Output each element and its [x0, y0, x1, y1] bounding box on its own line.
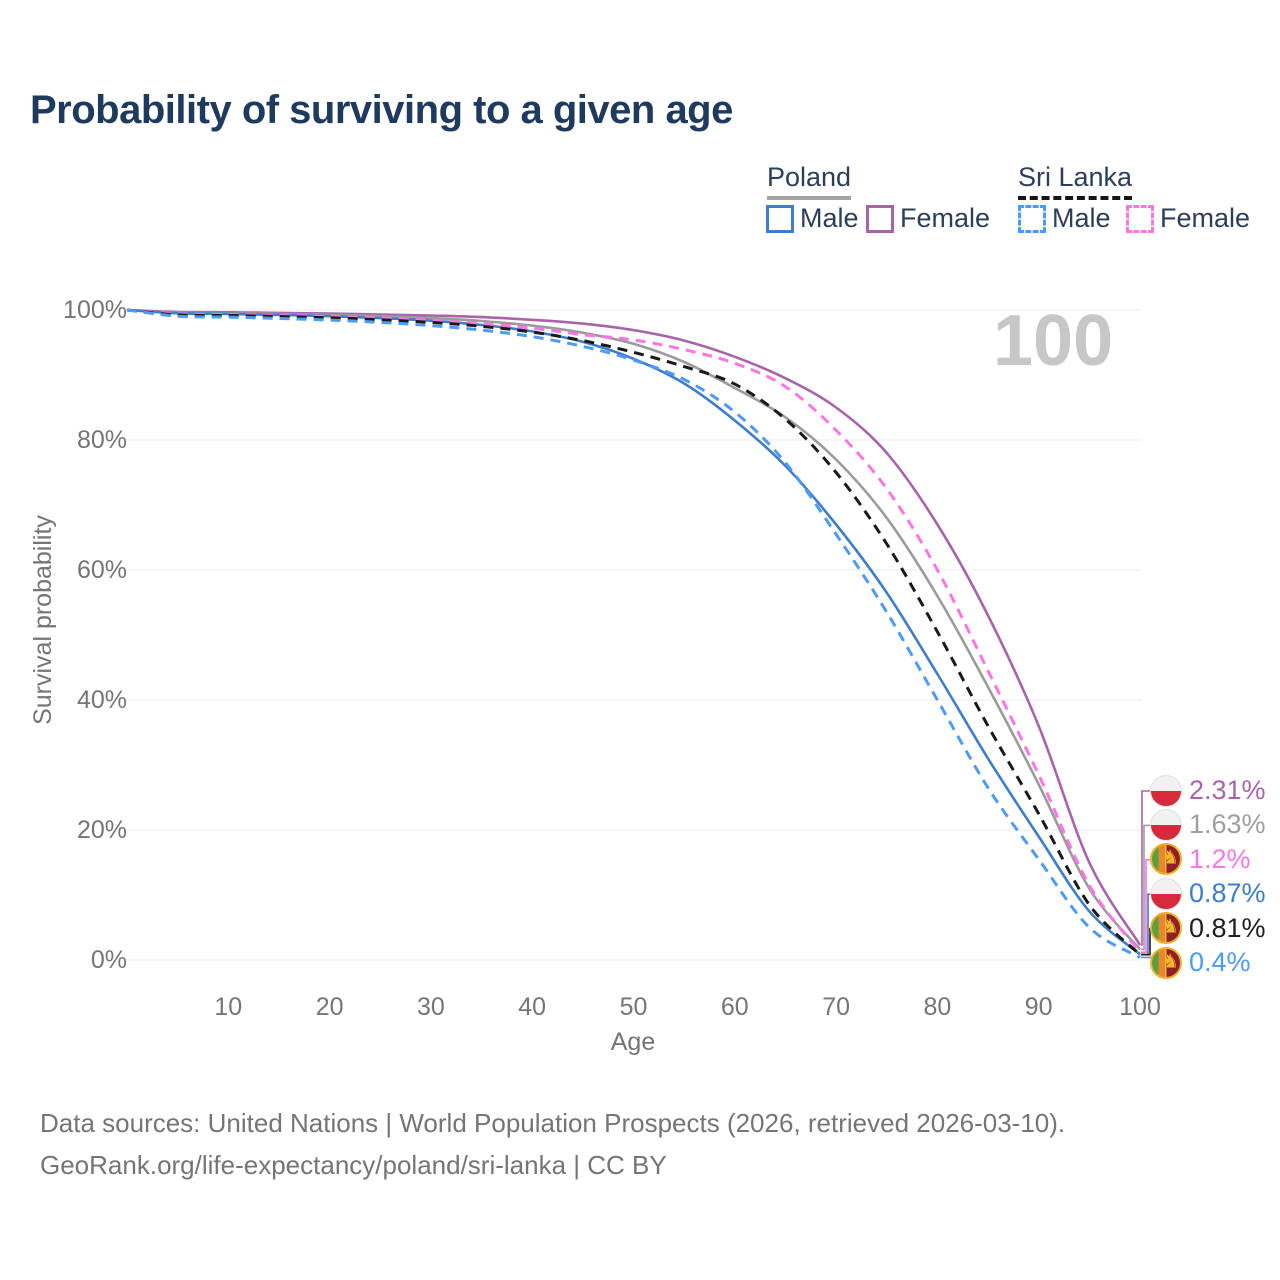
x-tick-label: 20	[315, 993, 344, 1021]
y-tick-label: 20%	[76, 816, 127, 844]
legend-poland-label: Poland	[767, 162, 852, 200]
legend-item-poland-male[interactable]: Male	[766, 203, 859, 234]
poland-flag-icon	[1150, 808, 1182, 841]
legend-item-label: Female	[900, 203, 991, 233]
poland-female-swatch-icon	[866, 204, 894, 233]
end-label-value: 0.81%	[1189, 912, 1266, 943]
curve-poland	[126, 308, 1141, 951]
y-tick-label: 100%	[63, 296, 127, 324]
end-label-row: 1.2%	[1150, 843, 1251, 876]
end-label-row: 0.81%	[1150, 912, 1266, 945]
y-tick-label: 80%	[76, 426, 127, 454]
x-tick-label: 50	[619, 993, 648, 1021]
legend-item-label: Male	[1052, 203, 1111, 233]
sri-lanka-flag-icon	[1150, 946, 1182, 979]
leader-line	[1141, 790, 1154, 946]
curve-poland-female	[126, 308, 1142, 946]
curve-poland-male	[126, 308, 1141, 956]
footer-attribution: GeoRank.org/life-expectancy/poland/sri-l…	[40, 1150, 667, 1180]
legend-item-srilanka-male[interactable]: Male	[1018, 203, 1111, 234]
legend-item-label: Male	[800, 203, 859, 233]
x-tick-label: 30	[416, 993, 445, 1021]
end-label-row: 1.63%	[1150, 808, 1266, 841]
curve-sri-lanka	[126, 308, 1142, 956]
page-title: Probability of surviving to a given age	[30, 88, 733, 132]
end-label-value: 1.2%	[1189, 843, 1251, 874]
age-watermark: 100	[993, 301, 1114, 381]
end-label-value: 0.4%	[1189, 947, 1251, 977]
x-tick-label: 70	[822, 993, 850, 1021]
x-tick-label: 10	[214, 993, 243, 1021]
legend-group-srilanka: Sri Lanka	[1018, 162, 1133, 200]
y-tick-label: 60%	[76, 556, 127, 584]
end-label-value: 1.63%	[1189, 809, 1266, 840]
legend-group-poland: Poland	[767, 162, 852, 200]
x-tick-label: 40	[518, 993, 547, 1021]
legend-item-label: Female	[1160, 203, 1251, 233]
x-tick-label: 80	[923, 993, 952, 1021]
poland-flag-icon	[1150, 774, 1182, 807]
poland-flag-icon	[1150, 877, 1182, 910]
end-label-value: 2.31%	[1189, 775, 1266, 805]
sri-lanka-flag-icon	[1150, 843, 1182, 876]
x-tick-label: 90	[1024, 993, 1053, 1021]
sri-lanka-flag-icon	[1150, 912, 1182, 945]
y-tick-label: 0%	[90, 946, 127, 974]
legend-item-poland-female[interactable]: Female	[866, 203, 990, 234]
poland-male-swatch-icon	[766, 204, 794, 233]
legend-srilanka-label: Sri Lanka	[1018, 162, 1133, 200]
y-tick-label: 40%	[76, 686, 127, 714]
footer-data-sources: Data sources: United Nations | World Pop…	[40, 1108, 1066, 1138]
srilanka-female-swatch-icon	[1126, 204, 1154, 233]
srilanka-male-swatch-icon	[1018, 204, 1046, 233]
end-label-value: 0.87%	[1189, 878, 1266, 909]
curve-sri-lanka-male	[126, 308, 1141, 959]
x-axis-title: Age	[610, 1028, 656, 1056]
curve-sri-lanka-female	[126, 308, 1142, 954]
end-label-row: 0.4%	[1150, 946, 1251, 979]
legend-item-srilanka-female[interactable]: Female	[1126, 203, 1250, 234]
end-label-row: 2.31%	[1150, 774, 1266, 807]
end-label-row: 0.87%	[1150, 877, 1266, 910]
x-tick-label: 60	[720, 993, 749, 1021]
x-tick-label: 100	[1119, 993, 1161, 1021]
leader-line	[1141, 824, 1154, 951]
